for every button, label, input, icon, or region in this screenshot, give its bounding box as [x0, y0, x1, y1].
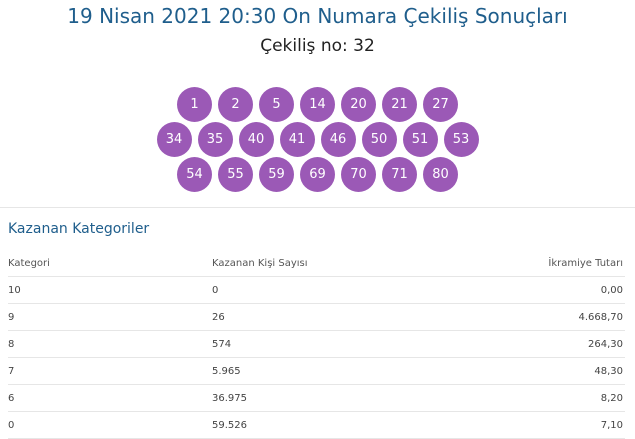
- page-title: 19 Nisan 2021 20:30 On Numara Çekiliş So…: [67, 4, 568, 28]
- cell-category: 9: [8, 312, 15, 323]
- cell-winner-count: 59.526: [212, 420, 247, 431]
- number-ball: 59: [259, 157, 294, 192]
- section-divider: [0, 207, 635, 208]
- cell-prize: 4.668,70: [578, 312, 623, 323]
- number-ball: 34: [156, 122, 192, 157]
- table-row: 10 0 0,00: [8, 277, 625, 304]
- number-ball: 14: [300, 87, 335, 122]
- cell-winner-count: 36.975: [212, 393, 247, 404]
- table-row: 7 5.965 48,30: [8, 358, 625, 385]
- balls-row-3: 54 55 59 69 70 71 80: [0, 157, 635, 192]
- number-ball: 55: [218, 157, 253, 192]
- cell-prize: 7,10: [600, 420, 623, 431]
- number-ball: 80: [423, 157, 458, 192]
- number-ball: 21: [382, 87, 417, 122]
- number-ball: 20: [341, 87, 376, 122]
- column-header-category: Kategori: [8, 258, 50, 269]
- winners-heading: Kazanan Kategoriler: [8, 221, 150, 237]
- number-ball: 5: [259, 87, 294, 122]
- number-ball: 46: [320, 122, 356, 157]
- number-ball: 35: [197, 122, 233, 157]
- draw-number: Çekiliş no: 32: [260, 36, 375, 56]
- number-ball: 70: [341, 157, 376, 192]
- table-row: 8 574 264,30: [8, 331, 625, 358]
- number-ball: 71: [382, 157, 417, 192]
- table-row: 9 26 4.668,70: [8, 304, 625, 331]
- column-header-prize: İkramiye Tutarı: [548, 258, 623, 269]
- cell-category: 0: [8, 420, 15, 431]
- cell-prize: 48,30: [594, 366, 623, 377]
- column-header-winner-count: Kazanan Kişi Sayısı: [212, 258, 308, 269]
- table-row: 0 59.526 7,10: [8, 412, 625, 439]
- number-ball: 40: [238, 122, 274, 157]
- cell-winner-count: 26: [212, 312, 225, 323]
- number-ball: 51: [402, 122, 438, 157]
- cell-prize: 0,00: [600, 285, 623, 296]
- number-ball: 2: [218, 87, 253, 122]
- cell-prize: 264,30: [588, 339, 623, 350]
- table-header: Kategori Kazanan Kişi Sayısı İkramiye Tu…: [8, 250, 625, 277]
- cell-winner-count: 574: [212, 339, 232, 350]
- cell-winner-count: 0: [212, 285, 219, 296]
- balls-row-1: 1 2 5 14 20 21 27: [0, 87, 635, 122]
- number-ball: 54: [177, 157, 212, 192]
- cell-winner-count: 5.965: [212, 366, 241, 377]
- number-ball: 69: [300, 157, 335, 192]
- number-ball: 53: [443, 122, 479, 157]
- number-ball: 27: [423, 87, 458, 122]
- number-ball: 1: [177, 87, 212, 122]
- number-ball: 41: [279, 122, 315, 157]
- cell-category: 8: [8, 339, 15, 350]
- number-ball: 50: [361, 122, 397, 157]
- cell-prize: 8,20: [600, 393, 623, 404]
- cell-category: 10: [8, 285, 21, 296]
- table-row: 6 36.975 8,20: [8, 385, 625, 412]
- cell-category: 6: [8, 393, 15, 404]
- winners-table: Kategori Kazanan Kişi Sayısı İkramiye Tu…: [8, 250, 625, 439]
- cell-category: 7: [8, 366, 15, 377]
- balls-row-2: 34 35 40 41 46 50 51 53: [0, 122, 635, 157]
